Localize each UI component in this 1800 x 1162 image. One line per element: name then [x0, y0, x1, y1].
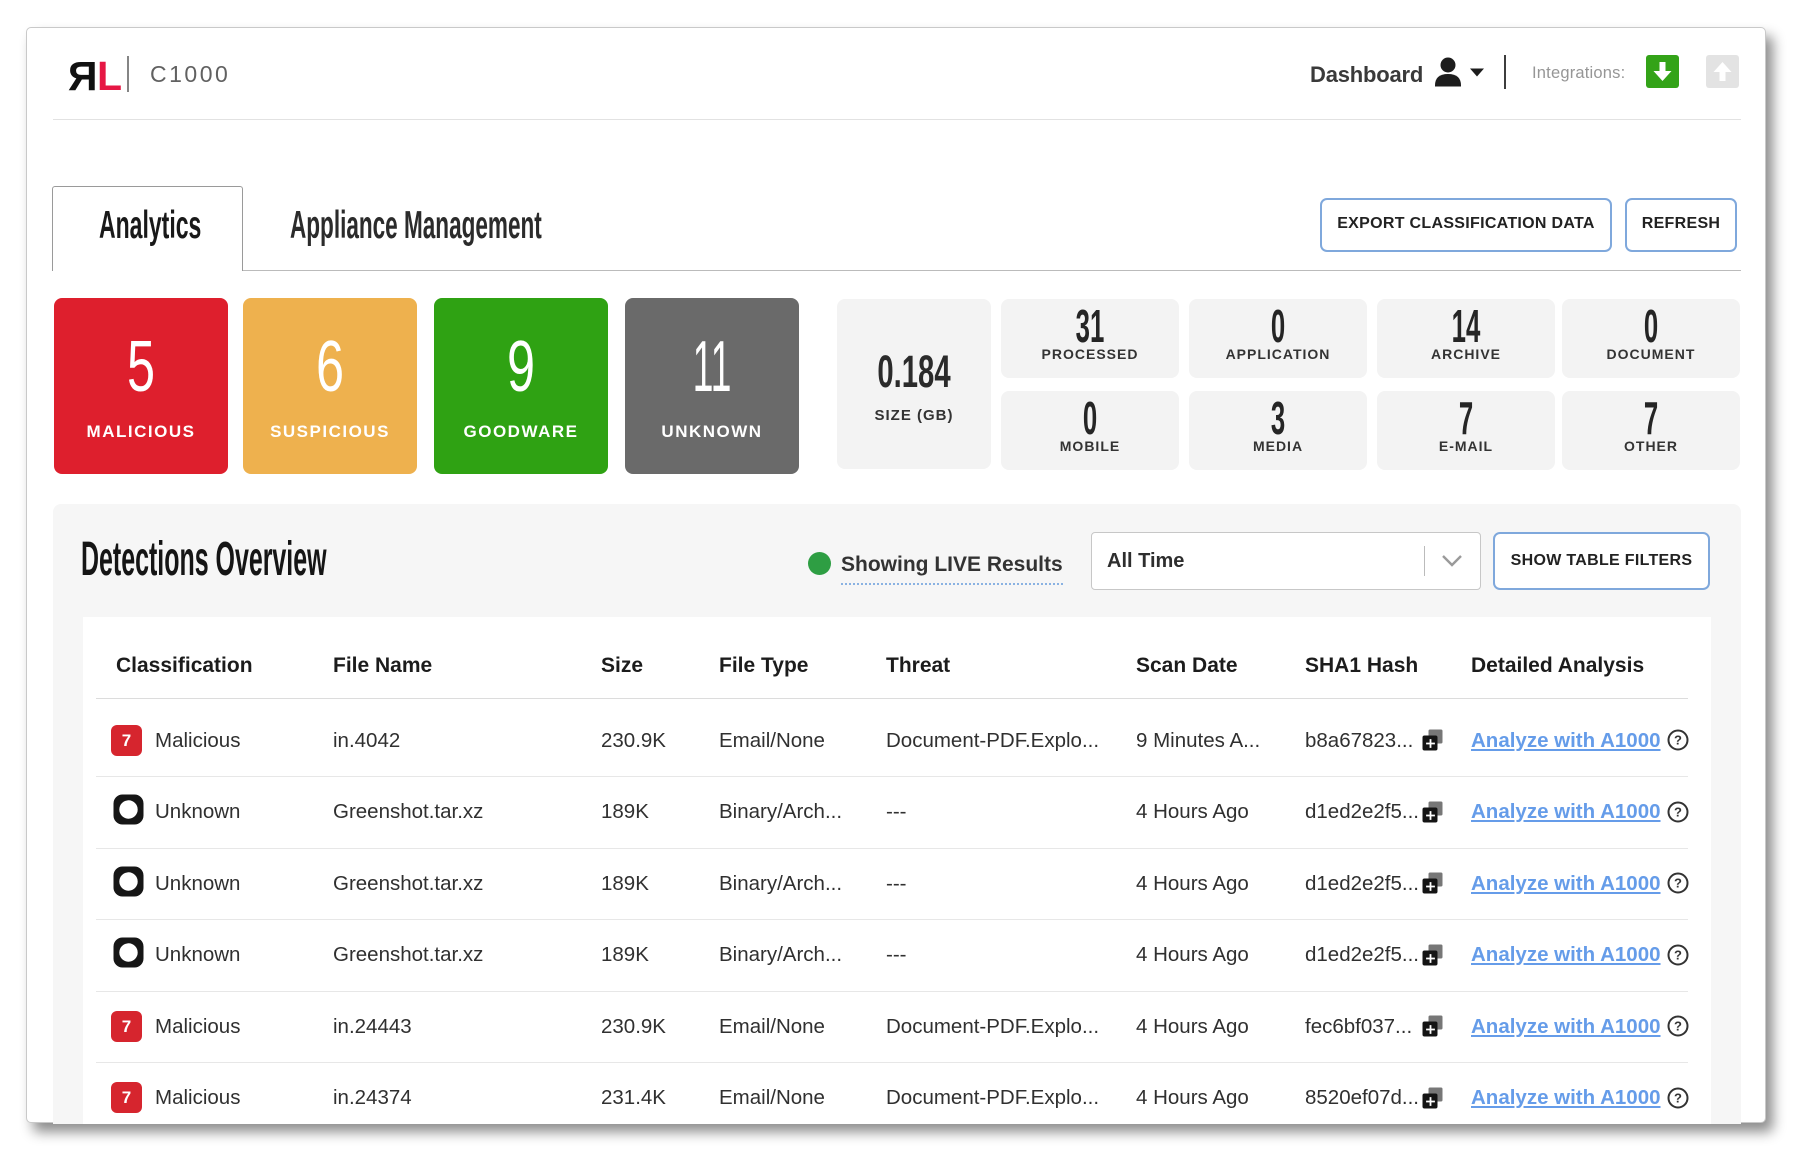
svg-text:?: ? — [1674, 733, 1682, 748]
svg-text:?: ? — [1674, 947, 1682, 962]
svg-text:?: ? — [1674, 876, 1682, 891]
svg-text:?: ? — [1674, 1019, 1682, 1034]
svg-text:?: ? — [1674, 804, 1682, 819]
svg-text:?: ? — [1674, 1090, 1682, 1105]
